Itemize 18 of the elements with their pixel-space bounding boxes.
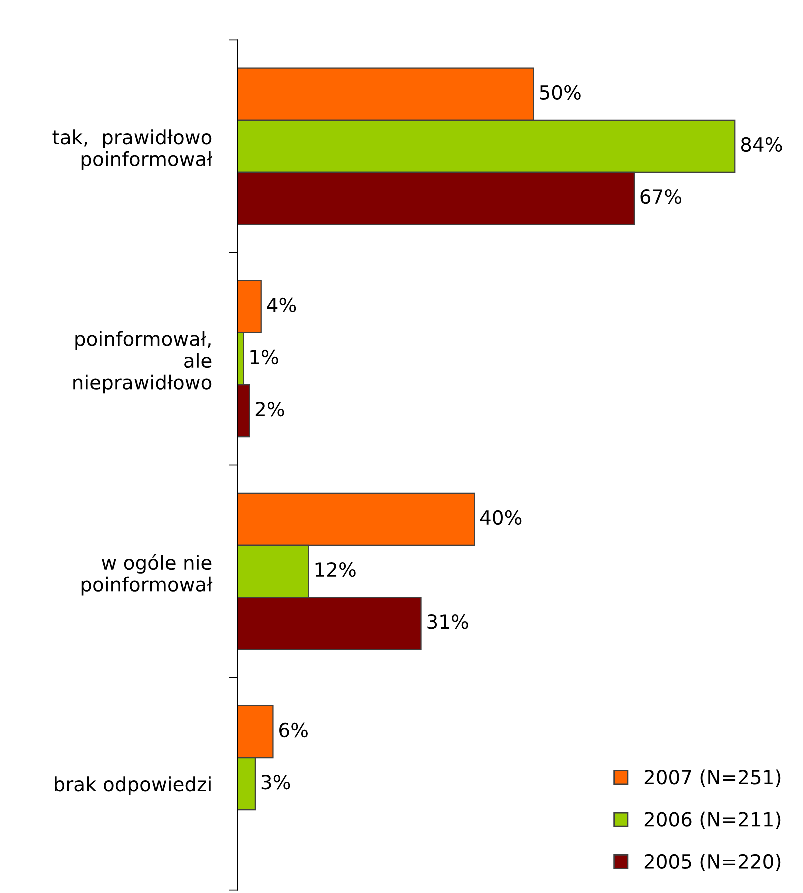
data-label: 50%	[540, 85, 581, 100]
legend-label: 2006 (N=211)	[644, 812, 781, 830]
data-label: 40%	[480, 510, 522, 526]
data-label: 6%	[280, 722, 308, 738]
legend-label: 2007 (N=251)	[644, 770, 781, 788]
data-label: 2%	[256, 402, 284, 417]
data-label: 3%	[262, 774, 290, 790]
y-tick-label: tak, prawidłowo poinformował	[52, 130, 213, 170]
data-label: 1%	[250, 350, 278, 365]
data-label: 67%	[640, 189, 682, 204]
y-tick-label: w ogóle nie poinformował	[82, 554, 213, 596]
data-label: 4%	[267, 298, 296, 313]
legend-label: 2005 (N=220)	[644, 854, 781, 872]
data-label: 12%	[316, 562, 356, 578]
y-tick-label: brak odpowiedzi	[55, 776, 211, 796]
y-tick-label: poinformował, ale nieprawidłowo	[74, 331, 212, 394]
data-label: 84%	[741, 137, 782, 152]
data-label: 31%	[428, 614, 468, 630]
